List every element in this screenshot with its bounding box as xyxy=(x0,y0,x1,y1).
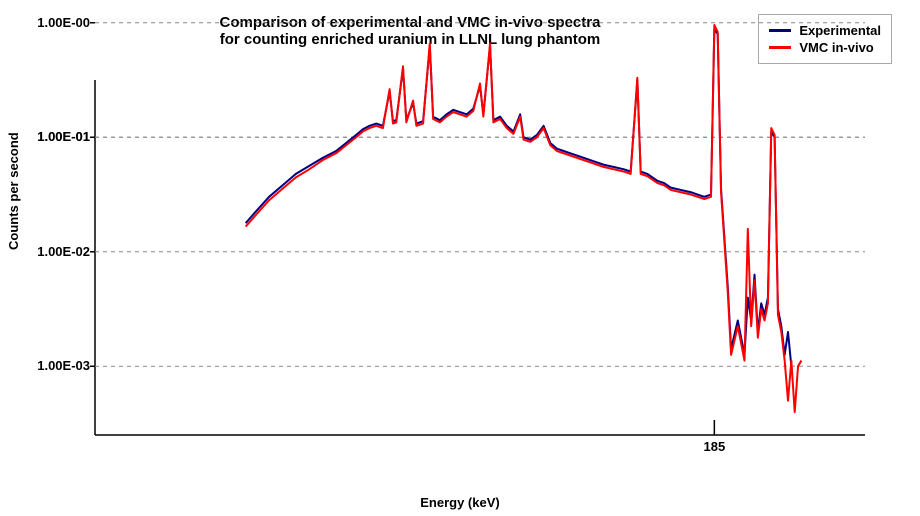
legend-label: VMC in-vivo xyxy=(799,40,873,55)
ytick-label: 1.00E-00 xyxy=(25,15,90,30)
legend-item: VMC in-vivo xyxy=(769,40,881,55)
plot-area xyxy=(95,80,865,435)
xtick-label: 185 xyxy=(699,439,729,454)
title-line-2: for counting enriched uranium in LLNL lu… xyxy=(200,31,620,48)
legend: Experimental VMC in-vivo xyxy=(758,14,892,64)
y-axis-label: Counts per second xyxy=(6,132,21,250)
chart-container: Comparison of experimental and VMC in-vi… xyxy=(0,0,920,516)
x-axis-label: Energy (keV) xyxy=(0,495,920,510)
legend-label: Experimental xyxy=(799,23,881,38)
chart-title: Comparison of experimental and VMC in-vi… xyxy=(200,14,620,48)
ytick-label: 1.00E-03 xyxy=(25,358,90,373)
legend-swatch-vmc xyxy=(769,46,791,49)
ytick-label: 1.00E-01 xyxy=(25,129,90,144)
legend-swatch-experimental xyxy=(769,29,791,32)
legend-item: Experimental xyxy=(769,23,881,38)
plot-svg xyxy=(95,80,865,435)
ytick-label: 1.00E-02 xyxy=(25,244,90,259)
